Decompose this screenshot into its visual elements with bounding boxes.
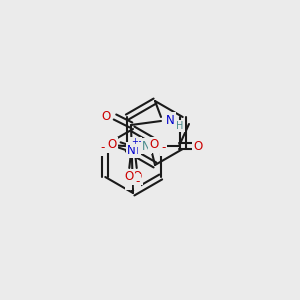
Text: N: N [166, 113, 174, 127]
Text: +: + [134, 137, 141, 146]
Text: O: O [150, 139, 159, 152]
Text: H: H [132, 144, 140, 154]
Text: O: O [132, 170, 141, 184]
Text: -: - [135, 176, 140, 188]
Text: N: N [142, 140, 150, 152]
Text: H: H [176, 121, 184, 131]
Text: O: O [101, 110, 111, 124]
Text: N: N [130, 143, 139, 157]
Text: -: - [127, 176, 131, 188]
Text: +: + [131, 137, 138, 146]
Text: -: - [100, 142, 105, 154]
Text: -: - [161, 142, 166, 154]
Text: O: O [194, 140, 202, 152]
Text: N: N [127, 143, 136, 157]
Text: O: O [125, 170, 134, 184]
Text: O: O [107, 139, 116, 152]
